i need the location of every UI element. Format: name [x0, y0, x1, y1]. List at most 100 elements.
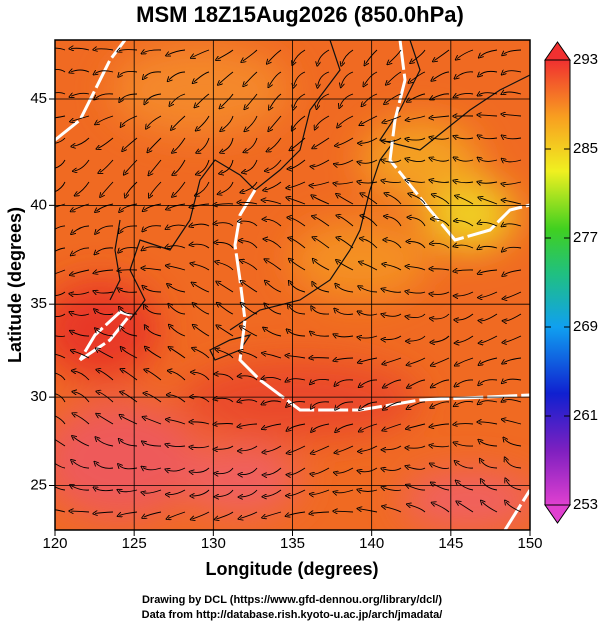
- x-tick-label: 140: [359, 535, 384, 552]
- colorbar-tick-label: 253: [573, 496, 598, 513]
- streamline: [314, 238, 330, 249]
- streamline: [291, 137, 306, 149]
- streamline: [55, 47, 66, 51]
- streamline: [504, 313, 522, 321]
- streamline: [336, 401, 354, 408]
- y-tick-label: 25: [30, 476, 47, 493]
- streamline: [336, 159, 354, 165]
- streamline: [95, 310, 114, 316]
- streamline: [96, 329, 114, 337]
- streamline: [150, 159, 162, 174]
- streamline: [55, 137, 66, 144]
- streamline: [194, 326, 210, 337]
- streamline: [456, 379, 474, 386]
- streamline: [55, 181, 66, 193]
- streamline: [245, 137, 258, 152]
- streamline: [55, 68, 66, 73]
- streamline: [194, 304, 210, 315]
- streamline: [121, 416, 138, 425]
- streamline: [359, 182, 378, 183]
- streamline: [169, 371, 186, 381]
- streamline: [359, 357, 378, 362]
- streamline: [384, 401, 402, 409]
- y-tick-label: 40: [30, 196, 47, 213]
- streamline: [219, 71, 234, 84]
- streamline: [455, 158, 474, 161]
- streamline: [455, 137, 474, 139]
- x-tick-label: 135: [280, 535, 305, 552]
- streamline: [432, 483, 450, 491]
- streamline: [98, 370, 114, 381]
- streamline: [479, 93, 498, 95]
- streamline: [455, 291, 474, 296]
- streamline: [359, 336, 378, 338]
- streamline: [412, 49, 426, 62]
- streamline: [146, 327, 162, 337]
- streamline: [288, 181, 306, 188]
- streamline: [383, 289, 402, 293]
- streamline: [72, 115, 90, 121]
- streamline: [384, 507, 402, 513]
- streamline: [362, 239, 378, 249]
- streamline: [289, 306, 306, 315]
- streamline: [97, 349, 114, 359]
- streamline: [456, 357, 474, 365]
- streamline: [338, 216, 354, 227]
- streamline: [312, 489, 330, 494]
- streamline: [95, 49, 114, 50]
- streamline: [389, 49, 402, 63]
- streamline: [504, 357, 522, 363]
- streamline: [385, 93, 402, 103]
- streamline: [71, 511, 90, 512]
- streamline: [314, 137, 330, 148]
- streamline: [218, 49, 234, 59]
- streamline: [55, 486, 66, 491]
- streamline: [480, 198, 498, 205]
- streamline: [432, 357, 450, 365]
- streamline: [505, 459, 522, 469]
- x-tick-label: 145: [438, 535, 463, 552]
- streamline: [479, 269, 498, 273]
- streamline: [73, 371, 90, 381]
- streamline: [383, 160, 402, 162]
- streamline: [363, 93, 378, 105]
- streamline: [119, 247, 138, 252]
- streamline: [123, 137, 138, 150]
- streamline: [457, 196, 474, 205]
- streamline: [503, 71, 522, 74]
- streamline: [146, 348, 162, 359]
- streamline: [480, 335, 498, 343]
- streamline: [120, 225, 138, 232]
- streamline: [71, 70, 90, 72]
- streamline: [96, 463, 114, 469]
- streamline: [360, 423, 378, 431]
- streamline: [222, 115, 234, 130]
- streamline: [219, 181, 234, 194]
- streamline: [239, 376, 258, 381]
- streamline: [482, 502, 498, 513]
- streamline: [504, 291, 522, 299]
- streamline: [311, 333, 330, 337]
- streamline: [384, 357, 402, 364]
- streamline: [503, 181, 522, 184]
- streamline: [146, 370, 162, 381]
- footer-line: Data from http://database.rish.kyoto-u.a…: [142, 609, 443, 621]
- streamline: [217, 262, 234, 271]
- streamline: [244, 71, 258, 85]
- streamline: [167, 445, 186, 447]
- streamline: [55, 415, 66, 425]
- streamline: [407, 313, 426, 318]
- streamline: [98, 415, 114, 425]
- streamline: [55, 247, 66, 252]
- streamline: [408, 93, 426, 101]
- streamline: [239, 424, 258, 426]
- streamline: [383, 181, 402, 183]
- streamline: [95, 512, 114, 513]
- streamline: [431, 138, 450, 140]
- streamline: [96, 225, 114, 233]
- streamline: [359, 509, 378, 513]
- streamline: [432, 335, 450, 342]
- streamline: [100, 159, 114, 172]
- streamline: [266, 260, 282, 271]
- streamline: [408, 423, 426, 428]
